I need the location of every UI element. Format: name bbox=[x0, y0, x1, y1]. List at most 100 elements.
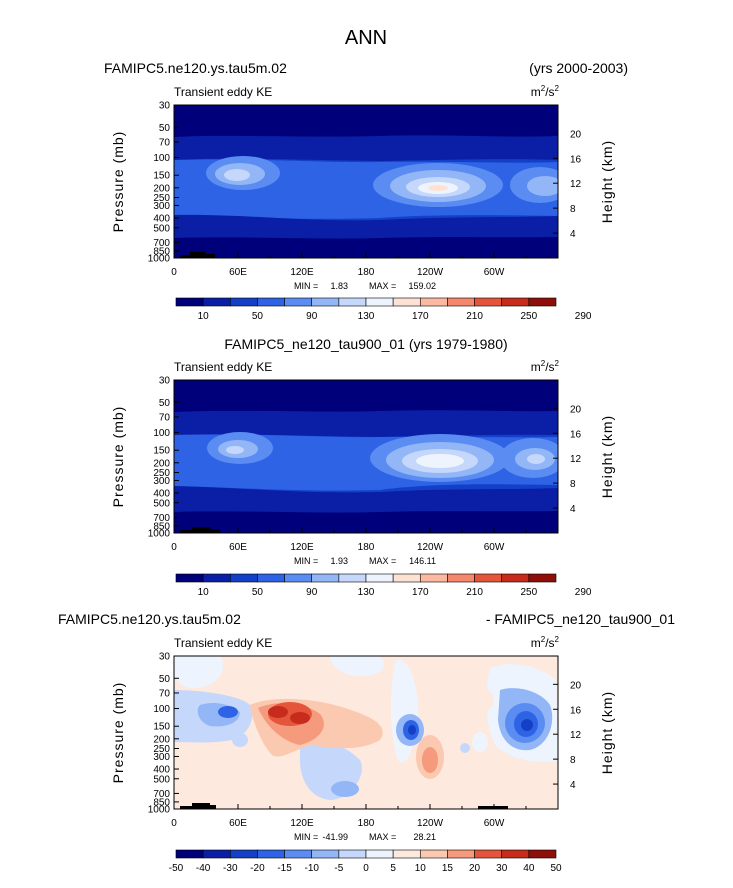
panel-1-colorbar-swatch bbox=[284, 297, 313, 307]
panel-2-colorbar-label: 50 bbox=[252, 587, 264, 598]
panel-3-colorbar-swatch bbox=[311, 849, 340, 859]
panel-1-colorbar-swatch bbox=[175, 297, 204, 307]
panel-2-min-value: 1.93 bbox=[330, 556, 348, 566]
panel-3-colorbar-label: -50 bbox=[169, 863, 184, 874]
panel-1-colorbar-label: 130 bbox=[358, 311, 375, 322]
panel-3-colorbar-swatch bbox=[501, 849, 530, 859]
panel-2-variable: Transient eddy KE bbox=[174, 360, 272, 374]
panel-2-colorbar-swatch bbox=[257, 573, 285, 583]
panel-2-xtick-label: 60E bbox=[229, 542, 247, 553]
panel-1-colorbar-swatch bbox=[338, 297, 367, 307]
panel-3-y2tick-label: 4 bbox=[570, 780, 576, 791]
panel-1-field bbox=[174, 105, 558, 258]
panel-2-ytick-label: 250 bbox=[153, 468, 170, 479]
panel-3-xtick-label: 120W bbox=[417, 818, 444, 829]
panel-1-y2tick-label: 16 bbox=[570, 154, 582, 165]
panel-2-colorbar-swatch bbox=[202, 573, 231, 583]
panel-1-colorbar-swatch bbox=[528, 297, 557, 307]
panel-2-ytick-label: 150 bbox=[153, 446, 170, 457]
panel-2-y2tick-label: 4 bbox=[570, 504, 576, 515]
panel-3-ylabel-right: Height (km) bbox=[599, 691, 615, 774]
panel-2-title: FAMIPC5_ne120_tau900_01 (yrs 1979-1980) bbox=[224, 336, 507, 352]
panel-3-colorbar-swatch bbox=[419, 849, 448, 859]
panel-1-y2tick-label: 8 bbox=[570, 204, 576, 215]
panel-1-ytick-label: 200 bbox=[153, 183, 170, 194]
panel-3-ytick-label: 50 bbox=[159, 674, 171, 685]
panel-3-max-value: 28.21 bbox=[413, 832, 436, 842]
panel-1-colorbar-label: 10 bbox=[198, 311, 210, 322]
panel-3-ytick-label: 300 bbox=[153, 752, 170, 763]
panel-1-ylabel-left: Pressure (mb) bbox=[110, 131, 126, 233]
panel-1-period: (yrs 2000-2003) bbox=[529, 60, 628, 76]
panel-2-ytick-label: 200 bbox=[153, 458, 170, 469]
panel-1-colorbar-label: 210 bbox=[466, 311, 483, 322]
panel-3-colorbar-swatch bbox=[474, 849, 503, 859]
panel-3-minus-case: - FAMIPC5_ne120_tau900_01 bbox=[486, 611, 675, 627]
panel-1-colorbar-swatch bbox=[419, 297, 448, 307]
panel-2-colorbar-swatch bbox=[474, 573, 503, 583]
panel-3-min-value: -41.99 bbox=[322, 832, 348, 842]
panel-3-colorbar-swatch bbox=[447, 849, 475, 859]
panel-2-xtick-label: 180 bbox=[358, 542, 375, 553]
panel-1-case-name: FAMIPC5.ne120.ys.tau5m.02 bbox=[104, 60, 287, 76]
panel-2-min-label: MIN = bbox=[294, 556, 318, 566]
panel-2-ylabel-right: Height (km) bbox=[599, 415, 615, 498]
panel-1-xtick-label: 180 bbox=[358, 267, 375, 278]
panel-3-colorbar-label: 0 bbox=[363, 863, 369, 874]
figure-title: ANN bbox=[345, 27, 387, 49]
panel-3-ytick-label: 850 bbox=[153, 797, 170, 808]
panel-2-colorbar-label: 290 bbox=[575, 587, 592, 598]
panel-3-ytick-label: 30 bbox=[159, 652, 171, 663]
panel-2-y2tick-label: 16 bbox=[570, 429, 582, 440]
panel-2-colorbar-label: 90 bbox=[306, 587, 318, 598]
panel-1-ytick-label: 500 bbox=[153, 223, 170, 234]
panel-1-colorbar-swatch bbox=[447, 297, 475, 307]
panel-3-ytick-label: 400 bbox=[153, 765, 170, 776]
panel-3-ytick-label: 250 bbox=[153, 744, 170, 755]
panel-2-colorbar-label: 250 bbox=[521, 587, 538, 598]
panel-3-colorbar-label: -30 bbox=[223, 863, 238, 874]
panel-2-ytick-label: 300 bbox=[153, 476, 170, 487]
panel-3-min-label: MIN = bbox=[294, 832, 318, 842]
panel-2-colorbar-swatch bbox=[365, 573, 394, 583]
panel-1-ytick-label: 30 bbox=[159, 101, 171, 112]
panel-3-colorbar-label: 15 bbox=[442, 863, 454, 874]
panel-2-colorbar-swatch bbox=[175, 573, 204, 583]
panel-1-ytick-label: 700 bbox=[153, 238, 170, 249]
panel-2-colorbar-swatch bbox=[419, 573, 448, 583]
panel-2-ytick-label: 400 bbox=[153, 489, 170, 500]
panel-3-colorbar-label: 30 bbox=[496, 863, 508, 874]
panel-2-ytick-label: 500 bbox=[153, 498, 170, 509]
panel-1-colorbar-swatch bbox=[311, 297, 340, 307]
panel-3-colorbar-label: 5 bbox=[390, 863, 396, 874]
panel-1-ytick-label: 100 bbox=[153, 153, 170, 164]
panel-2-field bbox=[174, 380, 558, 533]
panel-1-max-value: 159.02 bbox=[408, 281, 436, 291]
panel-3-colorbar-swatch bbox=[284, 849, 313, 859]
panel-2-ylabel-left: Pressure (mb) bbox=[110, 406, 126, 508]
panel-3-colorbar-swatch bbox=[392, 849, 421, 859]
panel-2-colorbar-swatch bbox=[392, 573, 421, 583]
panel-3-xtick-label: 60E bbox=[229, 818, 247, 829]
panel-2-ytick-label: 100 bbox=[153, 428, 170, 439]
panel-3-ytick-label: 200 bbox=[153, 734, 170, 745]
panel-2-colorbar-label: 210 bbox=[466, 587, 483, 598]
panel-1-ytick-label: 850 bbox=[153, 246, 170, 257]
panel-2-max-value: 146.11 bbox=[409, 556, 436, 566]
panel-2-max-label: MAX = bbox=[369, 556, 396, 566]
panel-3-max-label: MAX = bbox=[369, 832, 396, 842]
panel-1-colorbar-swatch bbox=[474, 297, 503, 307]
panel-1-y2tick-label: 20 bbox=[570, 129, 582, 140]
panel-3-ytick-label: 700 bbox=[153, 789, 170, 800]
panel-2-y2tick-label: 20 bbox=[570, 404, 582, 415]
panel-3-y2tick-label: 16 bbox=[570, 705, 582, 716]
panel-1-min-value: 1.83 bbox=[330, 281, 348, 291]
panel-2-xtick-label: 120W bbox=[417, 542, 444, 553]
panel-3-colorbar-label: 10 bbox=[415, 863, 427, 874]
panel-2-ytick-label: 70 bbox=[159, 412, 171, 423]
panel-2-ytick-label: 850 bbox=[153, 521, 170, 532]
panel-2-colorbar-label: 10 bbox=[198, 587, 210, 598]
panel-1-min-label: MIN = bbox=[294, 281, 318, 291]
panel-3-ylabel-left: Pressure (mb) bbox=[110, 682, 126, 784]
panel-1-ytick-label: 250 bbox=[153, 193, 170, 204]
